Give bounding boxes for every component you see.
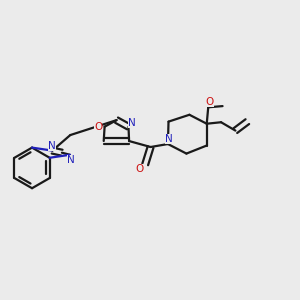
- Text: N: N: [48, 141, 56, 151]
- Text: O: O: [94, 122, 102, 132]
- Text: O: O: [136, 164, 144, 173]
- Text: N: N: [165, 134, 173, 144]
- Text: O: O: [205, 97, 214, 107]
- Text: N: N: [128, 118, 135, 128]
- Text: N: N: [67, 154, 74, 165]
